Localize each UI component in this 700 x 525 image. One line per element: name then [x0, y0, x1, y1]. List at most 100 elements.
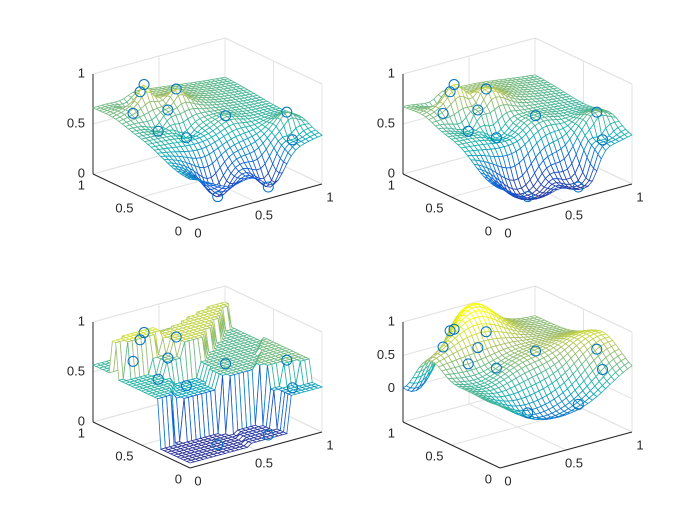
- mesh-cell: [186, 177, 195, 181]
- z-tick-label: 0: [78, 413, 85, 428]
- mesh: [91, 301, 324, 464]
- x-tick-label: 1: [636, 189, 643, 204]
- mesh: [401, 74, 633, 201]
- x-tick-label: 1: [326, 189, 333, 204]
- x-axis: [499, 183, 633, 221]
- z-tick-label: 0: [78, 165, 85, 180]
- grid-line: [92, 285, 226, 323]
- mesh: [91, 76, 323, 198]
- y-tick-label: 0.5: [115, 200, 133, 215]
- x-tick-label: 0.5: [565, 455, 583, 470]
- data-point: [591, 343, 603, 355]
- grid-line: [224, 285, 323, 333]
- x-tick-label: 0.5: [565, 207, 583, 222]
- data-point: [262, 429, 274, 441]
- z-tick-label: 0.5: [67, 115, 85, 130]
- data-point: [287, 134, 298, 146]
- z-tick-label: 0: [388, 380, 395, 395]
- mesh-cell: [496, 404, 505, 407]
- data-point: [170, 83, 182, 95]
- data-point: [597, 134, 608, 146]
- data-point: [127, 107, 139, 119]
- grid-line: [402, 285, 536, 323]
- y-axis: [92, 173, 191, 221]
- y-tick-label: 0.5: [425, 200, 443, 215]
- data-point: [127, 355, 139, 367]
- grid-line: [224, 37, 323, 85]
- data-point: [572, 398, 584, 410]
- data-point: [480, 83, 492, 95]
- data-point: [262, 181, 274, 193]
- data-point: [180, 380, 192, 392]
- y-tick-label: 0: [175, 223, 182, 238]
- data-point: [281, 354, 293, 366]
- mesh-cell: [185, 459, 196, 464]
- data-point: [572, 181, 584, 193]
- y-tick-label: 0: [485, 223, 492, 238]
- x-tick-label: 1: [636, 437, 643, 452]
- x-axis: [189, 183, 323, 221]
- x-axis: [499, 431, 633, 469]
- z-tick-label: 0.5: [67, 363, 85, 378]
- data-point: [437, 341, 449, 353]
- grid-line: [402, 37, 536, 75]
- grid-line: [534, 285, 633, 333]
- data-point: [134, 334, 146, 346]
- x-tick-label: 0: [504, 473, 511, 488]
- data-point: [220, 358, 232, 370]
- data-point: [490, 362, 502, 374]
- data-point: [530, 345, 542, 357]
- x-tick-label: 1: [326, 437, 333, 452]
- x-tick-label: 0: [194, 225, 201, 240]
- z-tick-label: 0.5: [377, 115, 395, 130]
- mesh: [402, 302, 633, 421]
- data-point: [281, 106, 293, 118]
- y-tick-label: 0.5: [115, 448, 133, 463]
- data-point: [490, 132, 502, 144]
- data-point: [134, 86, 146, 98]
- x-axis: [189, 431, 323, 469]
- y-tick-label: 1: [388, 177, 395, 192]
- data-point: [597, 363, 608, 375]
- z-tick-label: 1: [388, 65, 395, 80]
- mesh-cell: [496, 186, 505, 191]
- data-point: [287, 382, 298, 394]
- y-tick-label: 1: [388, 425, 395, 440]
- data-point: [220, 110, 232, 122]
- data-point: [472, 342, 484, 354]
- x-tick-label: 0.5: [255, 207, 273, 222]
- z-tick-label: 0: [388, 165, 395, 180]
- y-tick-label: 0.5: [425, 448, 443, 463]
- grid-line: [534, 37, 633, 85]
- data-point: [152, 125, 164, 137]
- y-tick-label: 1: [78, 425, 85, 440]
- z-tick-label: 0.5: [377, 347, 395, 362]
- z-tick-label: 1: [78, 313, 85, 328]
- x-tick-label: 0.5: [255, 455, 273, 470]
- data-point: [212, 191, 224, 203]
- data-point: [462, 125, 474, 137]
- data-point: [212, 439, 224, 451]
- data-point: [530, 110, 542, 122]
- y-axis: [402, 421, 501, 469]
- data-point: [472, 104, 484, 116]
- z-tick-label: 1: [78, 65, 85, 80]
- data-point: [180, 132, 192, 144]
- data-point: [444, 325, 456, 337]
- data-point: [162, 352, 174, 364]
- x-tick-label: 0: [504, 225, 511, 240]
- data-point: [522, 191, 534, 203]
- data-point: [591, 106, 603, 118]
- data-point: [162, 104, 174, 116]
- data-point: [444, 86, 456, 98]
- grid-line: [92, 37, 226, 75]
- data-point: [522, 407, 534, 419]
- y-axis: [402, 173, 501, 221]
- y-tick-label: 0: [175, 471, 182, 486]
- y-tick-label: 1: [78, 177, 85, 192]
